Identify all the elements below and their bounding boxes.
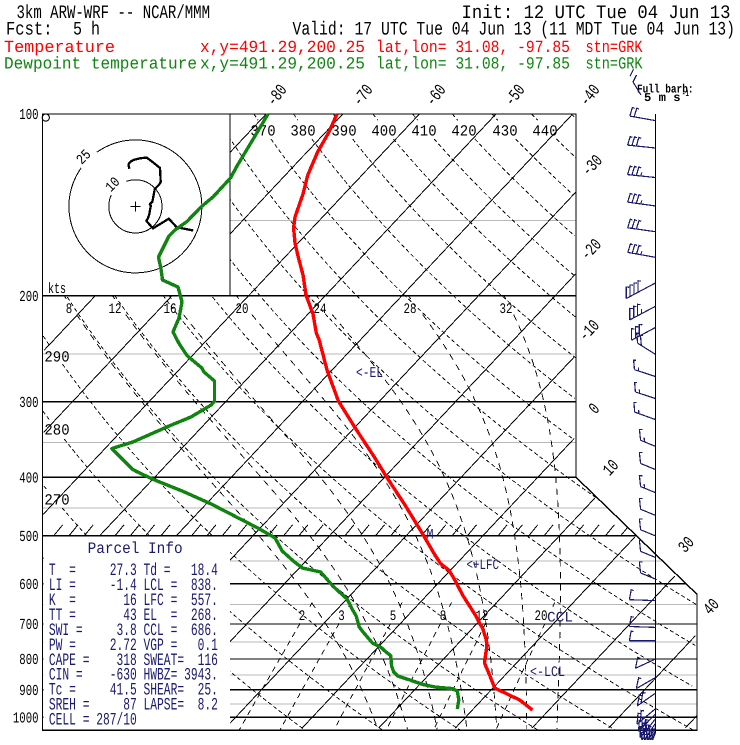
svg-text:stn=GRK: stn=GRK (586, 39, 644, 58)
svg-text:900: 900 (19, 682, 38, 700)
svg-text:2: 2 (299, 609, 306, 625)
svg-text:M: M (427, 528, 434, 544)
svg-text:700: 700 (19, 616, 38, 634)
svg-text:32: 32 (500, 302, 513, 318)
svg-text:Valid: 17 UTC Tue 04 Jun 13 (1: Valid: 17 UTC Tue 04 Jun 13 (11 MDT Tue … (293, 19, 736, 41)
svg-text:SREH = 87 LAPSE= 8.2: SREH = 87 LAPSE= 8.2 (49, 697, 218, 716)
svg-text:290: 290 (44, 349, 69, 367)
svg-text:-1: -1 (682, 89, 689, 99)
svg-text:PW = 2.72 VGP = 0.1: PW = 2.72 VGP = 0.1 (49, 637, 218, 656)
svg-text:CCL: CCL (547, 611, 573, 627)
svg-text:stn=GRK: stn=GRK (586, 56, 644, 75)
svg-text:lat,lon= 31.08, -97.85: lat,lon= 31.08, -97.85 (376, 56, 570, 75)
svg-text:kts: kts (48, 281, 66, 298)
svg-text:CAPE = 318 SWEAT= 116: CAPE = 318 SWEAT= 116 (49, 652, 218, 671)
svg-text:420: 420 (451, 123, 476, 141)
svg-text:<+LFC: <+LFC (467, 558, 500, 574)
svg-text:400: 400 (19, 470, 38, 488)
svg-text:600: 600 (19, 576, 38, 594)
svg-text:380: 380 (290, 123, 315, 141)
svg-text:<-LCL: <-LCL (530, 665, 565, 681)
svg-text:410: 410 (411, 123, 436, 141)
svg-text:280: 280 (44, 422, 69, 440)
svg-text:200: 200 (19, 288, 38, 306)
svg-text:24: 24 (314, 302, 327, 318)
svg-text:lat,lon= 31.08, -97.85: lat,lon= 31.08, -97.85 (376, 39, 570, 58)
svg-text:16: 16 (164, 302, 177, 318)
svg-text:5: 5 (390, 609, 397, 625)
svg-text:Full barb:: Full barb: (637, 83, 694, 97)
svg-text:Tc = 41.5 SHEAR= 25.: Tc = 41.5 SHEAR= 25. (49, 682, 218, 701)
svg-text:5 m s: 5 m s (644, 91, 681, 105)
svg-text:CIN = -630 HWBZ= 3943.: CIN = -630 HWBZ= 3943. (49, 667, 218, 686)
svg-text:1000: 1000 (13, 710, 39, 728)
svg-text:x,y=491.29,200.25: x,y=491.29,200.25 (200, 39, 365, 58)
svg-text:Fcst:: Fcst: (6, 19, 53, 41)
svg-text:Parcel Info: Parcel Info (88, 540, 183, 558)
svg-text:12: 12 (109, 302, 122, 318)
svg-text:8: 8 (66, 302, 73, 318)
svg-text:390: 390 (331, 123, 356, 141)
svg-text:3km ARW-WRF -- NCAR/MMM: 3km ARW-WRF -- NCAR/MMM (17, 2, 211, 24)
svg-text:Init: 12 UTC Tue 04 Jun 13: Init: 12 UTC Tue 04 Jun 13 (462, 2, 731, 24)
svg-text:400: 400 (371, 123, 396, 141)
svg-text:TT = 43 EL = 268.: TT = 43 EL = 268. (49, 607, 218, 626)
svg-text:x,y=491.29,200.25: x,y=491.29,200.25 (200, 56, 365, 75)
svg-text:430: 430 (492, 123, 517, 141)
svg-text:Dewpoint temperature: Dewpoint temperature (4, 56, 197, 75)
svg-text:SWI = 3.8 CCL = 686.: SWI = 3.8 CCL = 686. (49, 622, 218, 641)
svg-text:8: 8 (440, 609, 447, 625)
svg-text:300: 300 (19, 394, 38, 412)
svg-text:K = 16 LFC = 557.: K = 16 LFC = 557. (49, 592, 218, 611)
svg-text:20: 20 (535, 609, 548, 625)
svg-text:28: 28 (404, 302, 417, 318)
svg-text:3: 3 (338, 609, 345, 625)
svg-text:<-EL: <-EL (356, 365, 383, 382)
svg-text:5 h: 5 h (73, 19, 100, 41)
svg-text:Temperature: Temperature (4, 39, 115, 58)
svg-text:100: 100 (19, 106, 38, 124)
svg-text:LI = -1.4 LCL = 838.: LI = -1.4 LCL = 838. (49, 577, 218, 596)
svg-text:800: 800 (19, 651, 38, 669)
svg-text:CELL = 287/10: CELL = 287/10 (49, 712, 137, 731)
svg-text:270: 270 (44, 492, 69, 510)
svg-text:440: 440 (532, 123, 557, 141)
svg-text:T = 27.3 Td = 18.4: T = 27.3 Td = 18.4 (49, 562, 218, 581)
svg-text:500: 500 (19, 528, 38, 546)
svg-text:20: 20 (236, 302, 249, 318)
